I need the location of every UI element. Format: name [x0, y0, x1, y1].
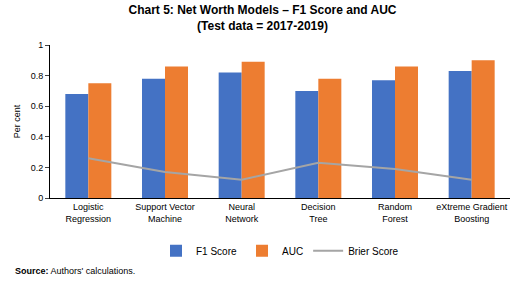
- svg-text:LogisticRegression: LogisticRegression: [66, 202, 112, 224]
- svg-text:F1 Score: F1 Score: [196, 246, 237, 257]
- svg-text:DecisionTree: DecisionTree: [301, 202, 336, 224]
- svg-text:Per cent: Per cent: [12, 104, 22, 138]
- svg-text:Support VectorMachine: Support VectorMachine: [135, 202, 195, 224]
- svg-text:NeuralNetwork: NeuralNetwork: [225, 202, 259, 224]
- svg-text:0.8: 0.8: [31, 71, 44, 81]
- svg-text:0: 0: [38, 193, 43, 203]
- svg-text:Chart 5: Net Worth Models – F1: Chart 5: Net Worth Models – F1 Score and…: [128, 3, 396, 33]
- svg-text:RandomForest: RandomForest: [378, 202, 412, 224]
- svg-text:Source: Authors' calculations.: Source: Authors' calculations.: [15, 266, 135, 276]
- svg-text:AUC: AUC: [282, 246, 303, 257]
- svg-text:Brier Score: Brier Score: [348, 246, 398, 257]
- svg-text:1: 1: [38, 40, 43, 50]
- svg-text:eXtreme GradientBoosting: eXtreme GradientBoosting: [436, 202, 508, 224]
- svg-text:0.6: 0.6: [31, 101, 44, 111]
- svg-text:0.2: 0.2: [31, 163, 44, 173]
- svg-text:0.4: 0.4: [31, 132, 44, 142]
